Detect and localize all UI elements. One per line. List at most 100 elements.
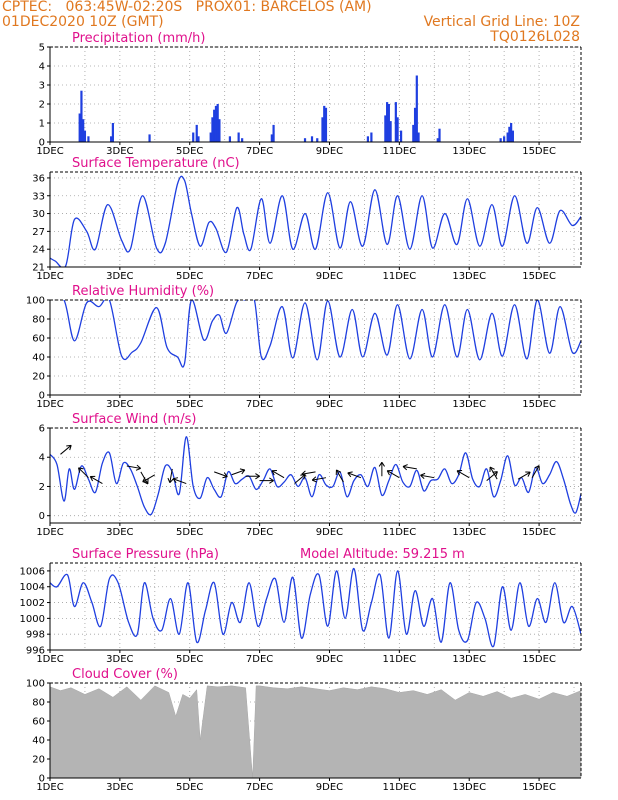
precip-bar <box>272 124 275 142</box>
wind-arrow <box>489 466 498 480</box>
x-tick-label: 15DEC <box>522 782 556 793</box>
precip-bar <box>436 138 439 142</box>
y-tick-label: 1004 <box>20 582 45 593</box>
precip-bar <box>213 109 216 142</box>
y-tick-label: 60 <box>32 717 45 728</box>
wind-arrow-head <box>89 475 96 482</box>
wind-arrow-head <box>534 465 540 471</box>
wind-arrow-head <box>311 476 318 483</box>
precip-bar <box>396 117 399 142</box>
panel-humidity: 0 20 40 60 80 100 1DEC 3DEC 5DEC 7DEC 9DEC 11DEC 13D… <box>26 284 582 410</box>
precip-bar <box>211 117 214 142</box>
panel-title: Relative Humidity (%) <box>72 284 214 299</box>
x-tick-label: 9DEC <box>316 782 343 793</box>
x-tick-label: 7DEC <box>246 271 273 282</box>
precip-bar <box>387 104 390 142</box>
x-tick-label: 11DEC <box>382 654 416 665</box>
precip-bar <box>214 105 218 142</box>
x-tick-label: 3DEC <box>106 146 133 157</box>
x-tick-label: 7DEC <box>246 782 273 793</box>
y-tick-label: 100 <box>26 679 45 690</box>
wind-arrow-head <box>239 468 246 475</box>
wind-arrow <box>420 474 435 479</box>
wind-arrow <box>126 465 141 469</box>
y-tick-label: 20 <box>32 755 45 766</box>
x-tick-label: 5DEC <box>176 654 203 665</box>
precip-bar <box>415 75 418 142</box>
precip-bar <box>503 136 506 142</box>
x-tick-label: 15DEC <box>522 271 556 282</box>
x-tick-label: 15DEC <box>522 527 556 538</box>
wind-arrow <box>142 474 156 483</box>
precip-bar <box>216 104 219 142</box>
precip-bar <box>303 138 307 142</box>
precip-bar <box>82 119 85 142</box>
wind-arrow <box>336 469 344 483</box>
precip-bar <box>412 124 415 142</box>
wind-line <box>50 436 581 516</box>
wind-arrow <box>531 465 540 478</box>
x-tick-label: 1DEC <box>36 271 63 282</box>
precip-bar <box>197 136 200 142</box>
precip-bar <box>399 130 403 142</box>
panel-subtitle: Model Altitude: 59.215 m <box>300 547 465 562</box>
precip-bar <box>384 115 387 142</box>
wind-arrow-head <box>347 471 353 478</box>
wind-arrow <box>60 444 72 455</box>
y-tick-label: 27 <box>32 227 45 238</box>
precip-bar <box>370 132 373 142</box>
wind-arrow <box>486 471 498 481</box>
wind-arrow-head <box>378 461 385 467</box>
y-tick-label: 36 <box>32 173 45 184</box>
precip-bar <box>310 136 314 142</box>
wind-arrow-head <box>335 469 342 475</box>
wind-arrow-head <box>420 472 426 480</box>
wind-arrow <box>172 478 187 485</box>
precip-bar <box>80 90 83 142</box>
y-tick-label: 998 <box>26 630 45 641</box>
precip-bar <box>218 119 221 142</box>
panel-title: Precipitation (mm/h) <box>72 31 205 46</box>
precip-bar <box>511 130 514 142</box>
wind-arrow-head <box>456 469 463 476</box>
x-tick-label: 5DEC <box>176 271 203 282</box>
precip-bar <box>321 117 324 142</box>
y-tick-label: 0 <box>39 138 45 149</box>
y-tick-label: 1000 <box>20 614 45 625</box>
wind-arrow-head <box>525 471 531 477</box>
x-tick-label: 3DEC <box>106 399 133 410</box>
precip-bar <box>389 121 392 142</box>
y-tick-label: 2 <box>39 100 45 111</box>
x-tick-label: 1DEC <box>36 527 63 538</box>
precip-bar <box>438 128 441 142</box>
wind-arrow <box>271 470 285 479</box>
x-tick-label: 1DEC <box>36 146 63 157</box>
x-tick-label: 7DEC <box>246 399 273 410</box>
y-tick-label: 1 <box>39 119 45 130</box>
precip-bar <box>324 107 328 142</box>
header-date: 01DEC2020 10Z (GMT) <box>2 14 164 30</box>
x-tick-label: 11DEC <box>382 271 416 282</box>
wind-arrow <box>517 471 531 480</box>
panel-pressure: 996 998 1000 1002 1004 1006 1DEC 3DEC 5DEC 7DEC 9D… <box>20 547 582 665</box>
x-tick-label: 11DEC <box>382 527 416 538</box>
y-tick-label: 2 <box>39 482 45 493</box>
x-tick-label: 9DEC <box>316 146 343 157</box>
precip-bar <box>237 132 240 142</box>
y-tick-label: 33 <box>32 191 45 202</box>
x-tick-label: 5DEC <box>176 146 203 157</box>
x-tick-label: 13DEC <box>452 399 486 410</box>
y-tick-label: 20 <box>32 372 45 383</box>
wind-arrow <box>456 470 470 479</box>
y-tick-label: 3 <box>39 81 45 92</box>
wind-arrow <box>402 465 417 470</box>
x-tick-label: 1DEC <box>36 782 63 793</box>
cloud-area <box>49 685 582 779</box>
x-tick-label: 3DEC <box>106 654 133 665</box>
x-tick-label: 13DEC <box>452 271 486 282</box>
wind-arrow-head <box>269 477 274 484</box>
panel-wind: 0 2 4 6 1DEC 3DEC 5DEC 7DEC 9DEC 11DEC 13DEC 15DEC S… <box>36 412 582 538</box>
wind-arrow-head <box>386 469 393 476</box>
x-tick-label: 9DEC <box>316 399 343 410</box>
